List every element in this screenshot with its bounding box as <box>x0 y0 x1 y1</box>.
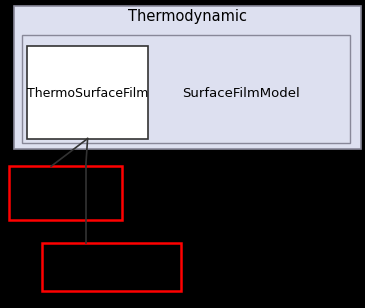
Bar <box>14 6 361 149</box>
Bar <box>22 35 350 143</box>
Bar <box>27 46 148 139</box>
Text: Thermodynamic: Thermodynamic <box>128 10 247 24</box>
Text: SurfaceFilmModel: SurfaceFilmModel <box>182 87 300 100</box>
Text: ThermoSurfaceFilm: ThermoSurfaceFilm <box>27 87 148 100</box>
Bar <box>9 166 122 220</box>
Bar <box>42 243 181 291</box>
